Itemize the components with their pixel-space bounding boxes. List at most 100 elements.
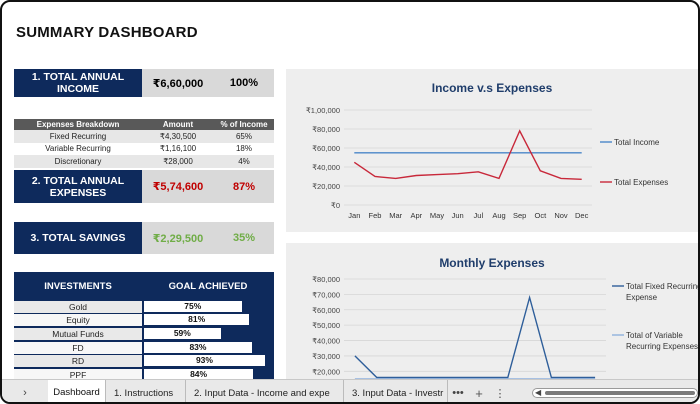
y-tick-label: ₹80,000 <box>312 275 340 284</box>
y-tick-label: ₹80,000 <box>312 125 340 134</box>
add-sheet-icon[interactable]: + <box>475 385 483 401</box>
y-tick-label: ₹40,000 <box>312 337 340 346</box>
income-vs-expenses-chart: ₹0 ₹20,000 ₹40,000 ₹60,000 ₹80,000 ₹1,00,000 J… <box>306 106 668 220</box>
goal-progress-bar: 84% <box>144 368 254 380</box>
header-expenses-breakdown: Expenses Breakdown <box>36 120 120 129</box>
y-tick-label: ₹70,000 <box>312 290 340 299</box>
total-income-percent: 100% <box>214 69 274 97</box>
legend-label: Total Income <box>614 138 660 147</box>
goal-achieved-header: GOAL ACHIEVED <box>142 272 274 300</box>
goal-bar-track: 59% <box>142 327 274 340</box>
options-icon[interactable]: ⋮ <box>494 387 506 400</box>
tab-input-investments[interactable]: 3. Input Data - Investr <box>344 380 448 402</box>
investment-row: RD 93% <box>14 354 274 368</box>
legend-label: Total Expenses <box>614 178 668 187</box>
x-tick-label: May <box>430 211 444 220</box>
expenses-breakdown-table: Expenses Breakdown Amount % of Income Fi… <box>14 119 274 168</box>
monthly-expenses-chart-panel: Monthly Expenses ₹20,000 ₹30,000 ₹40,000 ₹5… <box>286 243 698 379</box>
expense-name: Discretionary <box>54 156 102 166</box>
investment-row: Gold 75% <box>14 300 274 314</box>
x-tick-label: Jan <box>348 211 360 220</box>
total-expenses-percent: 87% <box>214 170 274 203</box>
x-tick-label: Feb <box>369 211 382 220</box>
investment-name: Equity <box>14 314 142 327</box>
goal-progress-bar: 83% <box>144 341 252 353</box>
series-line-1 <box>354 294 596 379</box>
tab-instructions[interactable]: 1. Instructions <box>106 380 186 402</box>
income-vs-expenses-chart-panel: Income v.s Expenses ₹0 ₹20,000 ₹40,000 ₹60,… <box>286 69 698 232</box>
header-amount: Amount <box>162 120 194 129</box>
x-tick-label: Apr <box>410 211 422 220</box>
x-tick-label: Oct <box>534 211 547 220</box>
x-tick-label: Mar <box>389 211 402 220</box>
total-income-row: 1. TOTAL ANNUAL INCOME ₹6,60,000 100% <box>14 69 274 97</box>
x-tick-label: Aug <box>492 211 505 220</box>
total-expenses-amount: ₹5,74,600 <box>142 170 214 203</box>
legend-label: Total Fixed Recurring <box>626 282 698 291</box>
x-tick-label: Sep <box>513 211 526 220</box>
table-row: Variable Recurring ₹1,16,100 18% <box>14 143 274 156</box>
total-expenses-row: 2. TOTAL ANNUAL EXPENSES ₹5,74,600 87% <box>14 170 274 203</box>
investment-name: PPF <box>14 368 142 381</box>
goal-progress-bar: 59% <box>144 327 221 339</box>
scrollbar-thumb[interactable] <box>545 391 695 395</box>
legend-label: Recurring Expenses <box>626 342 698 351</box>
expense-amount: ₹4,30,500 <box>159 131 197 141</box>
more-tabs-icon[interactable]: ••• <box>452 387 464 399</box>
scroll-left-icon[interactable]: ◀ <box>535 388 542 397</box>
expense-percent: 4% <box>238 156 250 166</box>
monthly-expenses-chart: ₹20,000 ₹30,000 ₹40,000 ₹50,000 ₹60,000 ₹70,0… <box>312 275 698 379</box>
legend-label: Expense <box>626 293 658 302</box>
investments-header: INVESTMENTS <box>14 272 142 300</box>
expense-amount: ₹1,16,100 <box>159 144 197 154</box>
total-savings-label: 3. TOTAL SAVINGS <box>14 222 142 254</box>
y-tick-label: ₹1,00,000 <box>306 106 340 115</box>
x-tick-label: Jul <box>474 211 484 220</box>
expenses-header-row: Expenses Breakdown Amount % of Income <box>14 119 274 130</box>
y-tick-label: ₹30,000 <box>312 352 340 361</box>
goal-bar-track: 75% <box>142 300 274 313</box>
chart-title: Income v.s Expenses <box>431 81 553 95</box>
investment-name: Mutual Funds <box>14 327 142 340</box>
investments-body: Gold 75% Equity 81% Mutual Funds 59% FD … <box>14 300 274 384</box>
total-savings-row: 3. TOTAL SAVINGS ₹2,29,500 35% <box>14 222 274 254</box>
sheet-tab-bar: › Dashboard 1. Instructions 2. Input Dat… <box>2 379 698 402</box>
expense-percent: 18% <box>235 144 252 154</box>
page-title: SUMMARY DASHBOARD <box>16 24 198 41</box>
horizontal-scrollbar[interactable]: ◀ <box>532 388 698 398</box>
series-line-2 <box>353 129 582 180</box>
investment-name: Gold <box>14 300 142 313</box>
tab-label: Dashboard <box>53 386 100 398</box>
goal-bar-track: 81% <box>142 314 274 326</box>
x-tick-label: Dec <box>575 211 589 220</box>
total-income-label: 1. TOTAL ANNUAL INCOME <box>14 69 142 97</box>
y-tick-label: ₹20,000 <box>312 182 340 191</box>
y-tick-label: ₹60,000 <box>312 306 340 315</box>
goal-progress-bar: 81% <box>144 314 250 326</box>
legend-label: Total of Variable <box>626 331 683 340</box>
y-tick-label: ₹20,000 <box>312 367 340 376</box>
tab-dashboard[interactable]: Dashboard <box>48 380 106 402</box>
investment-row: Equity 81% <box>14 314 274 328</box>
y-tick-label: ₹40,000 <box>312 163 340 172</box>
investment-row: FD 83% <box>14 341 274 355</box>
expense-amount: ₹28,000 <box>163 156 193 166</box>
total-savings-amount: ₹2,29,500 <box>142 222 214 254</box>
header-percent-income: % of Income <box>220 120 268 129</box>
tab-input-income-expenses[interactable]: 2. Input Data - Income and expe <box>186 380 344 402</box>
investments-header-row: INVESTMENTS GOAL ACHIEVED <box>14 272 274 300</box>
total-expenses-label: 2. TOTAL ANNUAL EXPENSES <box>14 170 142 203</box>
y-tick-label: ₹0 <box>331 201 340 210</box>
sheet-nav-arrow-icon[interactable]: › <box>23 387 27 399</box>
total-savings-percent: 35% <box>214 222 274 254</box>
investment-row: PPF 84% <box>14 368 274 382</box>
goal-progress-bar: 75% <box>144 300 242 312</box>
expense-percent: 65% <box>235 131 252 141</box>
expense-name: Fixed Recurring <box>49 131 107 141</box>
goal-bar-track: 84% <box>142 368 274 381</box>
investment-name: FD <box>14 341 142 354</box>
goal-bar-track: 83% <box>142 341 274 354</box>
table-row: Fixed Recurring ₹4,30,500 65% <box>14 130 274 143</box>
goal-progress-bar: 93% <box>144 355 265 367</box>
